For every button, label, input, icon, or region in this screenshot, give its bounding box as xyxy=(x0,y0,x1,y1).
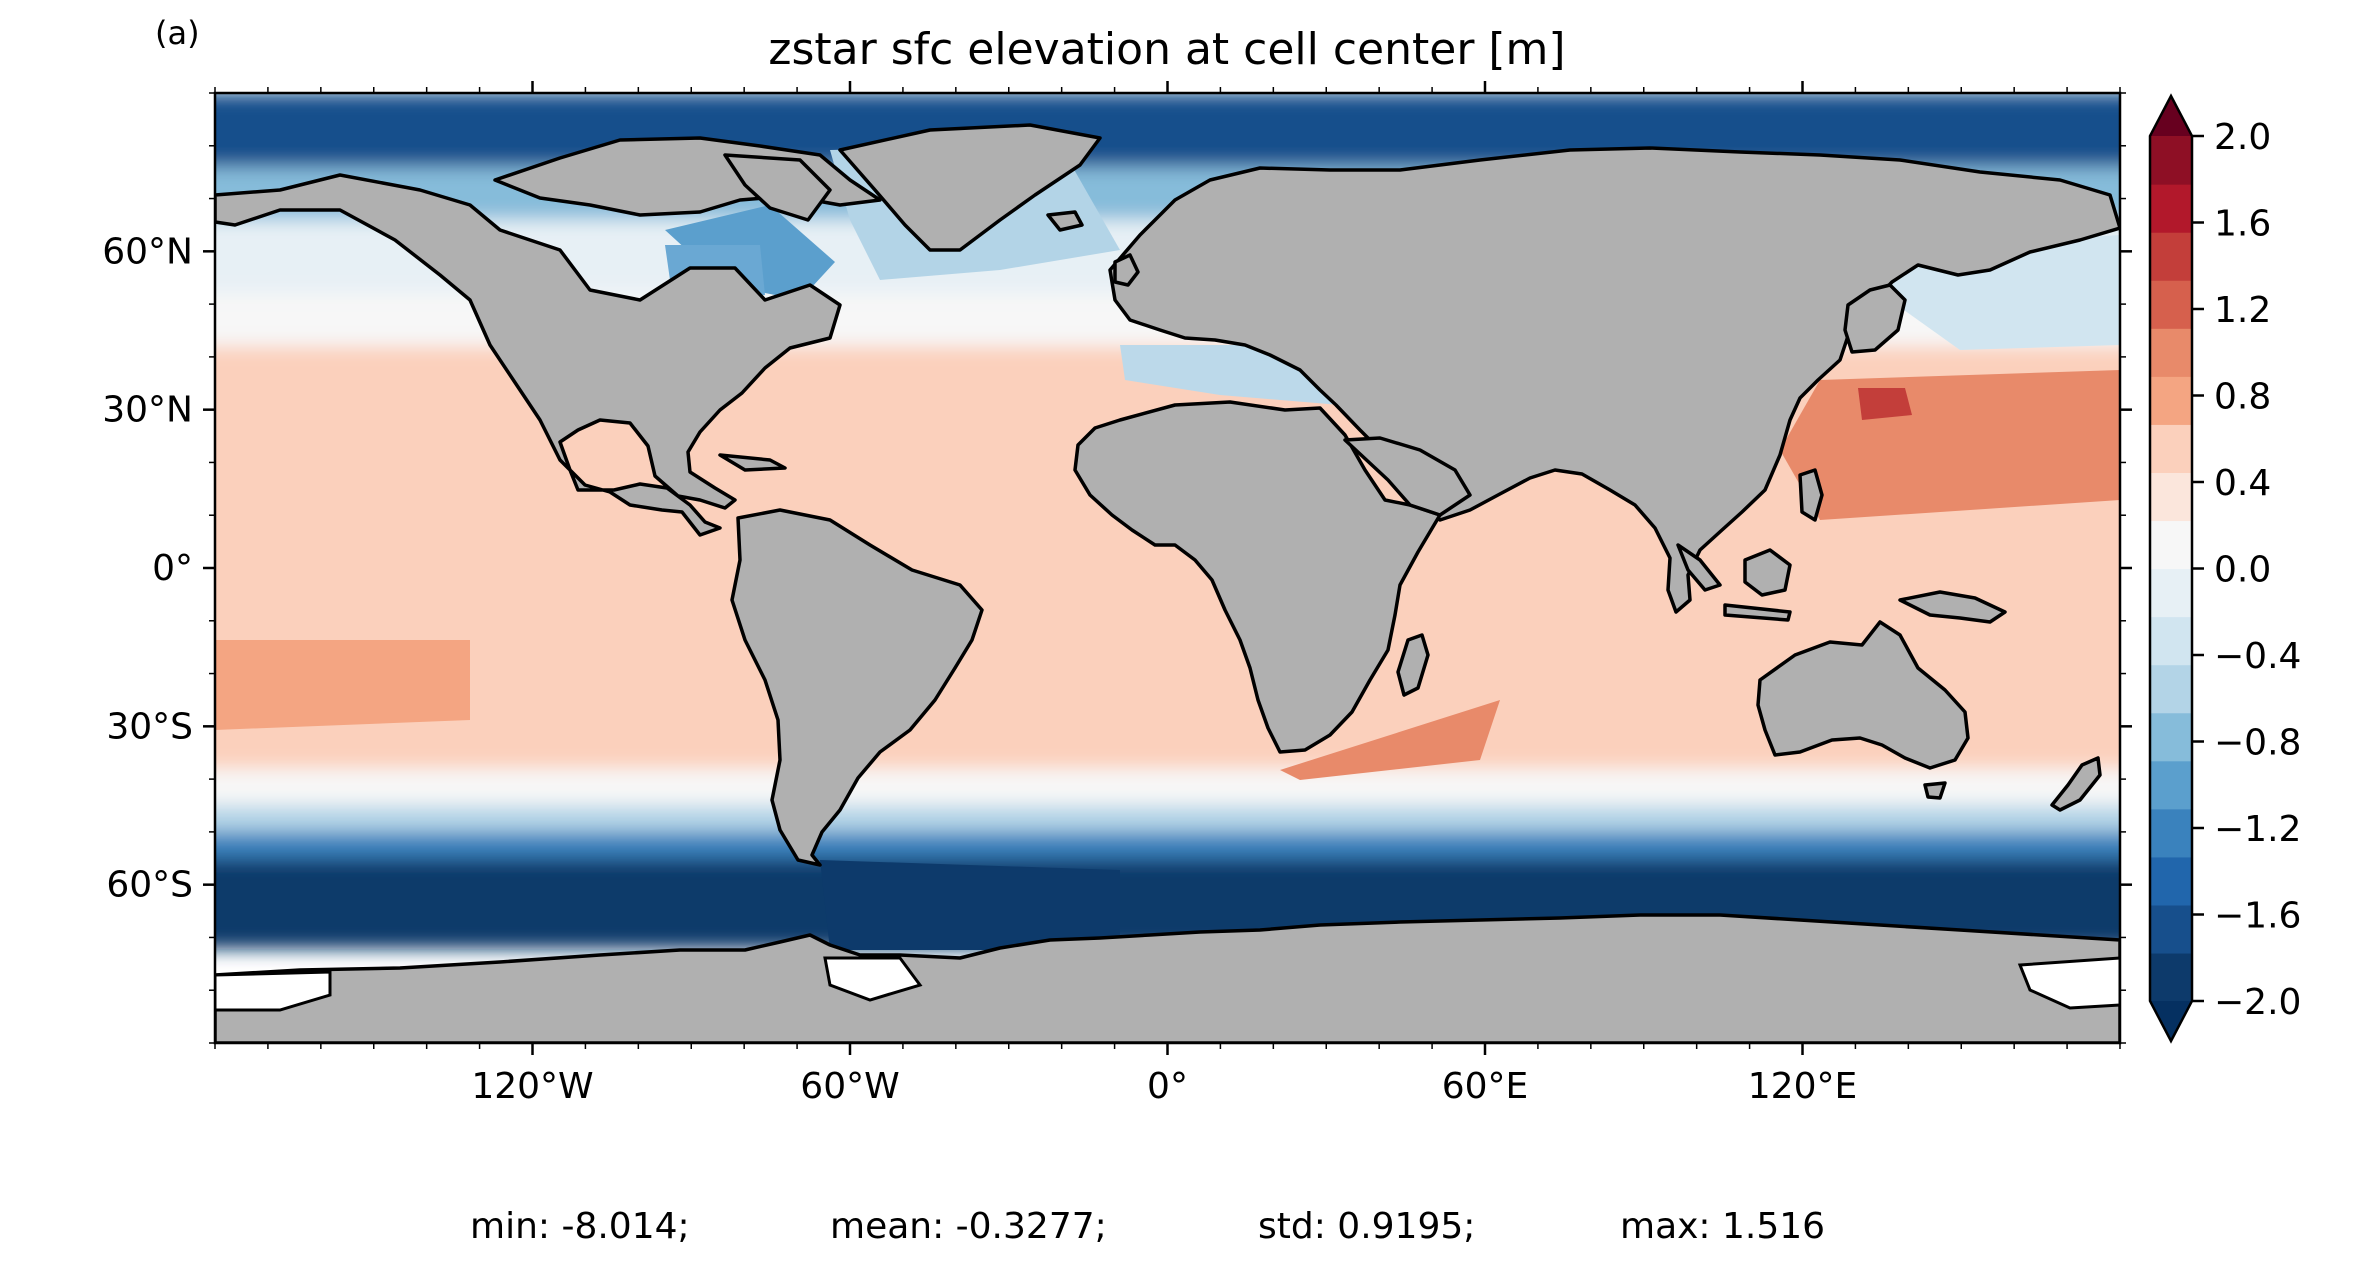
colorbar-level xyxy=(2150,136,2192,185)
kuroshio-core-high xyxy=(1858,388,1912,420)
x-tick-label: 120°W xyxy=(471,1066,593,1107)
colorbar-tick-label: 1.6 xyxy=(2214,204,2271,245)
land-greenland xyxy=(838,123,1102,252)
land-cuba xyxy=(718,453,787,472)
land-japan xyxy=(1843,283,1907,354)
colorbar-extend-min xyxy=(2150,1001,2192,1041)
colorbar-tick-label: 0.8 xyxy=(2214,377,2271,418)
colorbar-level xyxy=(2150,904,2192,954)
land-north-america xyxy=(215,173,842,537)
land-masses xyxy=(215,123,2120,1043)
y-tick-label: 30°S xyxy=(106,706,193,747)
land-baffin-island xyxy=(723,153,832,222)
colorbar-tick-label: −2.0 xyxy=(2214,982,2301,1023)
colorbar-level xyxy=(2150,760,2192,810)
colorbar-tick-label: −1.6 xyxy=(2214,896,2301,937)
x-tick-label: 120°E xyxy=(1748,1066,1857,1107)
colorbar-extend-max xyxy=(2150,96,2192,136)
y-tick-label: 60°N xyxy=(102,231,193,272)
colorbar-level xyxy=(2150,664,2192,714)
land-new-zealand xyxy=(2050,756,2102,812)
colorbar-level xyxy=(2150,328,2192,377)
colorbar-tick-label: −0.8 xyxy=(2214,723,2301,764)
colorbar-tick-label: 0.0 xyxy=(2214,550,2271,591)
colorbar-level xyxy=(2150,472,2192,522)
map-panel: 120°W 60°W 0° 60°E 120°E 60°N 30°N 0° 30°S 60°S xyxy=(102,81,2132,1107)
stat-std: std: 0.9195; xyxy=(1258,1206,1475,1247)
stat-max: max: 1.516 xyxy=(1620,1206,1825,1247)
land-eurasia xyxy=(1108,146,2120,614)
ross-ice-shelf xyxy=(215,970,332,1012)
land-british-isles xyxy=(1113,253,1140,287)
x-tick-label: 60°E xyxy=(1442,1066,1529,1107)
y-tick-label: 0° xyxy=(152,548,193,589)
weddell-sea-low xyxy=(820,860,1120,950)
colorbar-level xyxy=(2150,568,2192,618)
land-new-guinea xyxy=(1898,590,2007,624)
indian-ocean-high xyxy=(1280,700,1500,780)
colorbar-level xyxy=(2150,232,2192,281)
kuroshio-high xyxy=(1780,370,2120,520)
land-arabia xyxy=(1343,436,1472,517)
central-pacific-high xyxy=(215,640,470,730)
colorbar-level xyxy=(2150,376,2192,425)
colorbar-tick-label: 1.2 xyxy=(2214,290,2271,331)
colorbar-level xyxy=(2150,808,2192,858)
land-tasmania xyxy=(1923,781,1947,800)
land-borneo xyxy=(1743,548,1792,597)
colorbar-tick-label: 0.4 xyxy=(2214,463,2271,504)
land-philippines xyxy=(1798,468,1824,522)
land-madagascar xyxy=(1396,633,1430,697)
stat-min: min: -8.014; xyxy=(470,1206,690,1247)
colorbar-level xyxy=(2150,616,2192,666)
colorbar-level xyxy=(2150,856,2192,906)
colorbar-level xyxy=(2150,424,2192,473)
stat-mean: mean: -0.3277; xyxy=(830,1206,1107,1247)
land-iceland xyxy=(1046,210,1084,232)
colorbar-level xyxy=(2150,952,2192,1002)
x-tick-label: 60°W xyxy=(800,1066,899,1107)
y-tick-label: 60°S xyxy=(106,865,193,906)
land-south-america xyxy=(730,508,984,867)
colorbar-level xyxy=(2150,712,2192,762)
colorbar-tick-label: −0.4 xyxy=(2214,636,2301,677)
colorbar: 2.0 1.6 1.2 0.8 0.4 0.0 −0.4 −0.8 −1.2 −1.6 −2.0 xyxy=(2148,93,2301,1044)
colorbar-tick-label: 2.0 xyxy=(2214,117,2271,158)
land-sumatra-java xyxy=(1676,543,1792,622)
east-ice-shelf xyxy=(2017,956,2120,1010)
y-tick-label: 30°N xyxy=(102,390,193,431)
map-title: zstar sfc elevation at cell center [m] xyxy=(768,24,1565,75)
colorbar-level xyxy=(2150,520,2192,570)
stats-line: min: -8.014; mean: -0.3277; std: 0.9195;… xyxy=(0,1200,2362,1260)
land-australia xyxy=(1756,620,1970,770)
land-antarctica xyxy=(215,913,2120,1043)
map-frame xyxy=(213,91,2122,1045)
panel-label: (a) xyxy=(155,14,200,52)
sea-level-zone-9 xyxy=(215,831,2120,860)
sea-level-zone-7 xyxy=(215,768,2120,807)
x-tick-label: 0° xyxy=(1147,1066,1188,1107)
ronne-ice-shelf xyxy=(823,956,923,1002)
colorbar-level xyxy=(2150,280,2192,329)
ice-shelves xyxy=(215,956,2120,1012)
sea-level-zone-10 xyxy=(215,858,2120,918)
colorbar-tick-label: −1.2 xyxy=(2214,809,2301,850)
colorbar-level xyxy=(2150,184,2192,233)
land-africa xyxy=(1073,400,1442,754)
sea-level-zone-8 xyxy=(215,805,2120,833)
